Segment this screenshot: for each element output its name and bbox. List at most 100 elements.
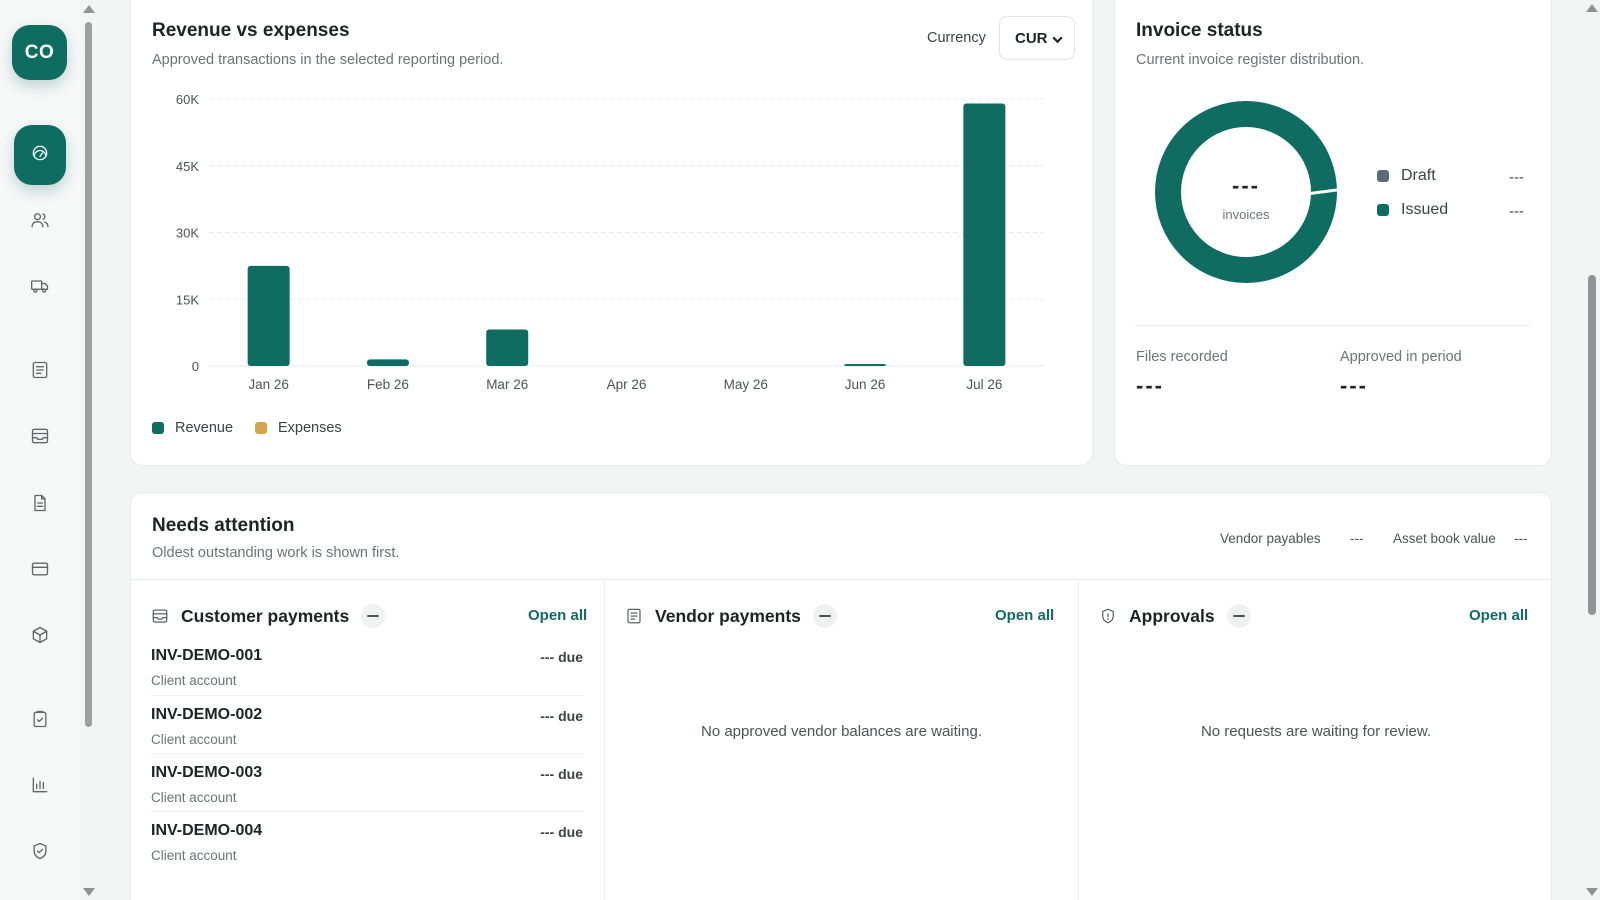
x-tick-label: Jun 26 [845, 377, 886, 392]
invoice-due: --- due [540, 708, 583, 724]
bar-revenue [844, 364, 887, 366]
vendor-open-all-link[interactable]: Open all [995, 607, 1055, 624]
list-item[interactable]: INV-DEMO-004 Client account --- due [151, 811, 583, 869]
invoice-id: INV-DEMO-003 [151, 764, 263, 781]
list-item[interactable]: INV-DEMO-003 Client account --- due [151, 753, 583, 811]
card-icon [30, 559, 50, 584]
vendor-payments-title: Vendor payments [655, 605, 801, 626]
legend-revenue-label: Revenue [175, 420, 234, 436]
invoice-account: Client account [151, 848, 237, 863]
customer-payments-column: Customer payments Open all INV-DEMO-001 … [131, 580, 604, 900]
divider [131, 579, 1551, 580]
nav-inbox[interactable] [20, 418, 60, 458]
vendor-payments-header: Vendor payments [625, 604, 837, 628]
invoice-id: INV-DEMO-002 [151, 706, 263, 723]
bar-chart-icon [30, 775, 50, 800]
nav-rail: CO [0, 0, 80, 900]
x-tick-label: May 26 [724, 377, 768, 392]
nav-approvals[interactable] [20, 701, 60, 741]
brand-logo[interactable]: CO [12, 25, 67, 80]
inbox-icon [30, 426, 50, 451]
invoice-due: --- due [540, 824, 583, 840]
nav-assets[interactable] [20, 617, 60, 657]
scrollbar-thumb[interactable] [1588, 275, 1596, 615]
draft-swatch [1377, 170, 1389, 182]
expenses-swatch [255, 422, 267, 434]
legend-draft-label: Draft [1401, 167, 1436, 184]
nav-customers[interactable] [20, 202, 60, 242]
approvals-open-all-link[interactable]: Open all [1469, 607, 1529, 624]
inbox-icon [152, 609, 168, 623]
invoice-status-card: Invoice status Current invoice register … [1114, 0, 1552, 466]
vendor-payables-value: --- [1350, 531, 1364, 546]
vendor-empty-state: No approved vendor balances are waiting. [700, 723, 982, 740]
scroll-up-arrow-icon[interactable] [83, 5, 95, 13]
nav-dashboard[interactable] [14, 125, 66, 185]
nav-vendors[interactable] [20, 268, 60, 308]
files-recorded-value: --- [1136, 373, 1164, 398]
invoice-id: INV-DEMO-001 [151, 647, 263, 664]
currency-label: Currency [927, 30, 986, 46]
attention-title: Needs attention [152, 515, 295, 536]
nav-payments[interactable] [20, 551, 60, 591]
donut-center-label: invoices [1222, 207, 1270, 222]
nav-reports[interactable] [20, 767, 60, 807]
speedometer-icon [30, 143, 50, 168]
legend-expenses[interactable]: Expenses [255, 420, 342, 436]
invoice-account: Client account [151, 790, 237, 805]
needs-attention-card: Needs attention Oldest outstanding work … [130, 492, 1552, 900]
invoice-card-subtitle: Current invoice register distribution. [1136, 52, 1365, 68]
legend-draft[interactable]: Draft [1377, 167, 1436, 185]
revenue-expenses-card: Revenue vs expenses Approved transaction… [130, 0, 1093, 466]
invoice-id: INV-DEMO-004 [151, 822, 263, 839]
approvals-header: Approvals [1099, 604, 1251, 628]
invoice-donut-chart [1155, 101, 1337, 283]
customer-open-all-link[interactable]: Open all [528, 607, 588, 624]
legend-issued[interactable]: Issued [1377, 201, 1448, 219]
package-icon [30, 625, 50, 650]
donut-gap [1305, 188, 1337, 196]
scroll-down-arrow-icon[interactable] [83, 888, 95, 896]
clipboard-check-icon [30, 709, 50, 734]
bar-revenue [247, 265, 290, 366]
legend-revenue[interactable]: Revenue [152, 420, 233, 436]
scroll-down-arrow-icon[interactable] [1586, 888, 1598, 896]
asset-book-value-value: --- [1514, 531, 1528, 546]
bar-revenue [366, 359, 409, 366]
ledger-icon [30, 360, 50, 385]
invoice-due: --- due [540, 649, 583, 665]
issued-swatch [1377, 204, 1389, 216]
invoice-account: Client account [151, 673, 237, 688]
users-icon [30, 210, 50, 235]
scroll-up-arrow-icon[interactable] [1586, 4, 1598, 12]
revenue-swatch [152, 422, 164, 434]
ledger-icon [627, 608, 641, 624]
shield-check-icon [30, 841, 50, 866]
page-scrollbar[interactable] [1584, 0, 1600, 900]
donut-center-value: --- [1232, 173, 1260, 198]
list-item[interactable]: INV-DEMO-001 Client account --- due [151, 637, 583, 695]
currency-select[interactable]: CUR [999, 16, 1075, 60]
divider [1135, 325, 1531, 326]
bar-revenue [963, 103, 1006, 366]
y-tick-label: 15K [176, 292, 199, 307]
invoice-due: --- due [540, 766, 583, 782]
chevron-down-icon [1052, 36, 1063, 44]
approved-in-period-label: Approved in period [1340, 349, 1462, 365]
revenue-bar-chart: 0 15K 30K 45K 60K Jan 26 Feb 26 Mar 26 Apr 26 May… [176, 92, 1044, 392]
revenue-card-subtitle: Approved transactions in the selected re… [152, 52, 504, 68]
customer-payments-title: Customer payments [181, 605, 350, 626]
list-item[interactable]: INV-DEMO-002 Client account --- due [151, 695, 583, 753]
x-tick-label: Mar 26 [486, 377, 528, 392]
nav-scrollbar[interactable] [83, 0, 99, 900]
count-badge [1226, 604, 1251, 628]
nav-security[interactable] [20, 833, 60, 873]
y-tick-label: 60K [176, 92, 199, 107]
nav-documents[interactable] [20, 485, 60, 525]
asset-book-value-label: Asset book value [1393, 531, 1496, 546]
approvals-title: Approvals [1129, 605, 1215, 626]
scrollbar-thumb[interactable] [85, 22, 92, 727]
invoice-account: Client account [151, 732, 237, 747]
y-tick-label: 30K [176, 226, 199, 241]
nav-ledger[interactable] [20, 352, 60, 392]
